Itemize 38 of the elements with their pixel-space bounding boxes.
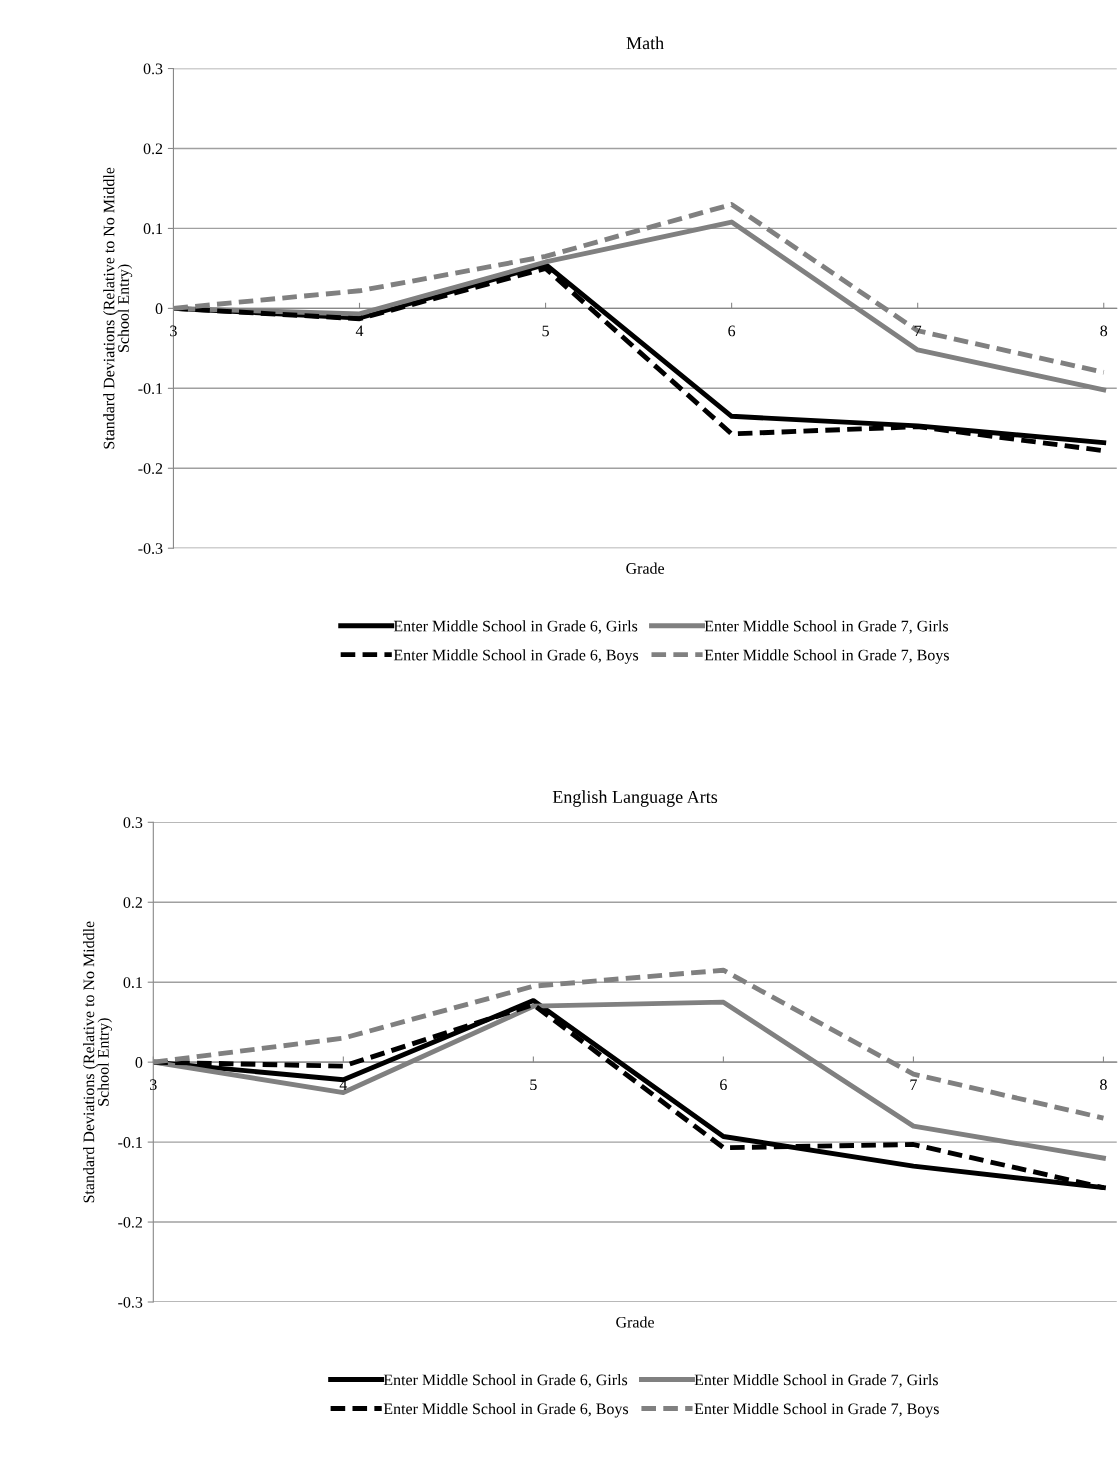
x-tick-label: 3 (170, 325, 177, 337)
legend-label: Enter Middle School in Grade 6, Girls (393, 620, 638, 634)
y-tick-label: -0.2 (138, 463, 163, 475)
legend-label: Enter Middle School in Grade 7, Girls (704, 620, 949, 634)
x-axis-title: Grade (616, 1316, 654, 1328)
legend-label: Enter Middle School in Grade 7, Boys (694, 1402, 939, 1418)
y-tick-label: -0.2 (118, 1216, 143, 1228)
y-tick-label: 0.2 (123, 897, 143, 909)
y-tick-label: 0.3 (143, 63, 163, 75)
y-axis-title: Standard Deviations (Relative to No Middle School Entry) (83, 921, 113, 1203)
chart-title: English Language Arts (552, 790, 718, 807)
chart-title: Math (626, 36, 664, 50)
y-tick-label: 0 (135, 1057, 143, 1068)
legend-label: Enter Middle School in Grade 6, Boys (393, 649, 639, 664)
legend-label: Enter Middle School in Grade 7, Boys (704, 649, 949, 664)
x-tick-label: 6 (720, 1079, 727, 1091)
x-tick-label: 8 (1100, 325, 1108, 337)
y-tick-label: 0.3 (123, 817, 143, 829)
x-tick-label: 6 (728, 325, 736, 337)
y-tick-label: -0.3 (138, 543, 163, 554)
legend-label: Enter Middle School in Grade 6, Girls (383, 1374, 628, 1388)
y-tick-label: 0 (155, 303, 163, 315)
y-axis-title: Standard Deviations (Relative to No Middle School Entry) (103, 167, 133, 449)
legend-label: Enter Middle School in Grade 6, Boys (383, 1402, 629, 1418)
y-tick-label: -0.1 (118, 1137, 142, 1148)
x-tick-label: 5 (530, 1079, 537, 1091)
y-tick-label: 0.1 (123, 977, 142, 988)
x-tick-label: 5 (542, 325, 549, 337)
x-tick-label: 4 (355, 325, 364, 337)
y-tick-label: -0.3 (118, 1296, 143, 1308)
x-tick-label: 3 (150, 1079, 157, 1091)
legend-label: Enter Middle School in Grade 7, Girls (694, 1374, 938, 1388)
x-axis-title: Grade (626, 562, 665, 574)
x-tick-label: 8 (1100, 1079, 1107, 1091)
y-tick-label: -0.1 (138, 383, 163, 395)
y-tick-label: 0.2 (143, 143, 163, 155)
y-tick-label: 0.1 (143, 223, 163, 235)
x-tick-label: 7 (910, 1079, 917, 1090)
